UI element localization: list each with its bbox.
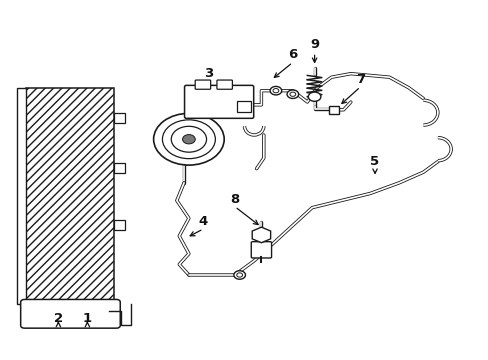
FancyBboxPatch shape <box>251 242 271 258</box>
Text: 7: 7 <box>355 73 365 86</box>
Text: 5: 5 <box>370 154 379 168</box>
Text: 8: 8 <box>230 193 239 206</box>
Text: 2: 2 <box>54 312 63 325</box>
Bar <box>328 105 338 114</box>
Text: 6: 6 <box>287 48 297 61</box>
Polygon shape <box>252 227 270 243</box>
Circle shape <box>308 92 320 101</box>
Text: 9: 9 <box>309 38 319 51</box>
Text: 3: 3 <box>203 67 212 80</box>
Circle shape <box>286 90 298 99</box>
FancyBboxPatch shape <box>20 300 120 328</box>
Circle shape <box>233 271 245 279</box>
Bar <box>237 101 250 112</box>
Bar <box>26 88 114 304</box>
Text: 1: 1 <box>82 312 92 325</box>
FancyBboxPatch shape <box>217 80 232 89</box>
Text: 4: 4 <box>199 215 207 228</box>
FancyBboxPatch shape <box>184 85 253 118</box>
Bar <box>17 88 26 304</box>
Bar <box>114 113 124 123</box>
Bar <box>114 163 124 173</box>
Bar <box>114 220 124 230</box>
Circle shape <box>269 86 281 95</box>
FancyBboxPatch shape <box>195 80 210 89</box>
Circle shape <box>182 135 195 144</box>
